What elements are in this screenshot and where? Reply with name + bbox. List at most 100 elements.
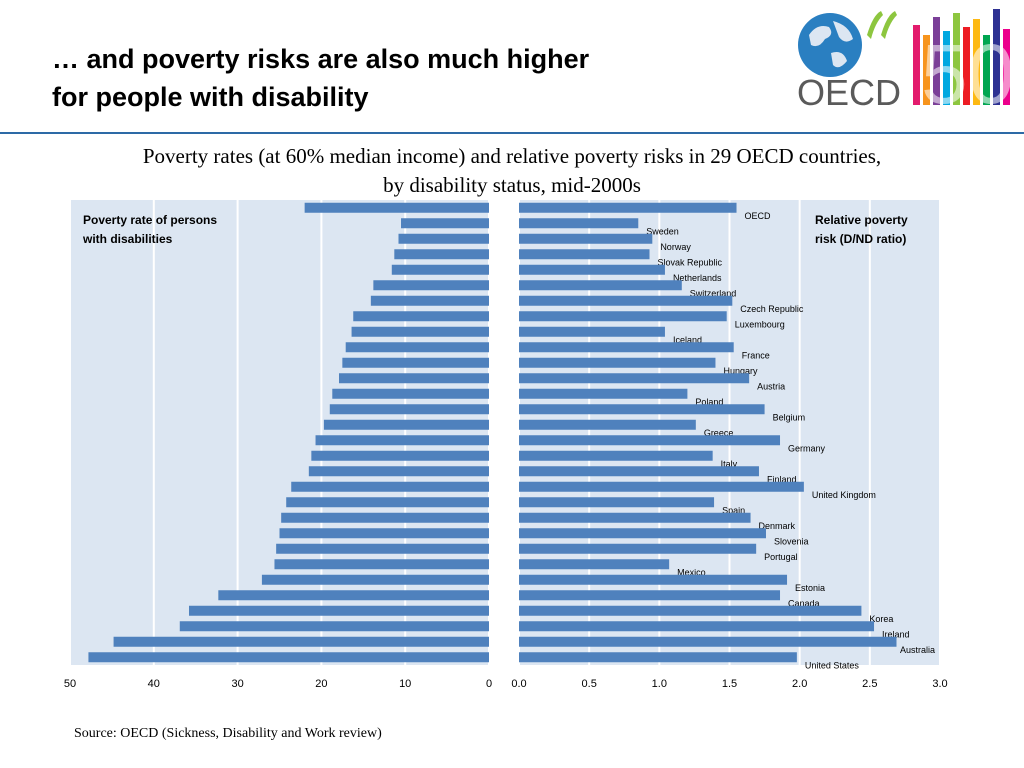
right-bar-slovenia: [519, 528, 766, 539]
right-bar-denmark: [519, 512, 751, 523]
country-label: Denmark: [759, 521, 796, 531]
right-bar-estonia: [519, 574, 788, 585]
right-panel-label-line2: risk (D/ND ratio): [815, 232, 906, 246]
left-bar-luxembourg: [353, 311, 489, 322]
slide-title: … and poverty risks are also much higher…: [52, 40, 752, 116]
country-label: Estonia: [795, 583, 825, 593]
left-bar-france: [345, 342, 489, 353]
oecd-50-logo: OECD 50: [797, 9, 1014, 115]
left-bar-iceland: [351, 326, 489, 337]
left-bar-slovenia: [279, 528, 489, 539]
left-bar-czech-republic: [370, 295, 489, 306]
right-x-tick-label: 0.5: [582, 678, 597, 690]
globe-icon: [798, 13, 862, 77]
left-x-tick-label: 30: [231, 678, 243, 690]
oecd-wordmark: OECD: [797, 72, 901, 113]
country-label: Finland: [767, 474, 797, 484]
country-label: Luxembourg: [735, 319, 785, 329]
right-bar-norway: [519, 233, 653, 244]
right-bar-belgium: [519, 404, 765, 415]
right-x-tick-label: 2.0: [792, 678, 807, 690]
left-bar-korea: [188, 605, 489, 616]
left-plot-area: [70, 200, 489, 665]
country-label: Netherlands: [673, 273, 722, 283]
right-x-tick-label: 3.0: [932, 678, 947, 690]
title-line-1: … and poverty risks are also much higher: [52, 44, 590, 74]
right-bar-netherlands: [519, 264, 665, 275]
chart-subtitle: Poverty rates (at 60% median income) and…: [40, 142, 984, 200]
left-bar-switzerland: [373, 280, 489, 291]
right-bar-italy: [519, 450, 713, 461]
left-panel-label-line2: with disabilities: [82, 232, 173, 246]
left-bar-greece: [323, 419, 489, 430]
right-bar-austria: [519, 373, 750, 384]
left-x-tick-label: 10: [399, 678, 411, 690]
country-label: Poland: [695, 397, 723, 407]
country-label: Switzerland: [690, 288, 737, 298]
country-label: Hungary: [723, 366, 758, 376]
right-bar-iceland: [519, 326, 665, 337]
right-panel-label-line1: Relative poverty: [815, 213, 908, 227]
right-bar-sweden: [519, 218, 639, 229]
left-bar-canada: [218, 590, 490, 601]
left-bar-denmark: [281, 512, 489, 523]
country-label: Mexico: [677, 567, 706, 577]
left-bar-belgium: [329, 404, 489, 415]
left-bar-australia: [113, 636, 490, 647]
country-label: France: [742, 350, 770, 360]
right-bar-ireland: [519, 621, 875, 632]
country-label: Slovak Republic: [658, 257, 723, 267]
country-label: Greece: [704, 428, 734, 438]
fifty-anniversary-mark: 50: [913, 9, 1014, 115]
right-x-tick-label: 0.0: [511, 678, 526, 690]
country-label: Belgium: [773, 412, 806, 422]
left-x-tick-label: 20: [315, 678, 327, 690]
country-label: Iceland: [673, 335, 702, 345]
left-bar-germany: [315, 435, 489, 446]
right-bar-france: [519, 342, 734, 353]
country-label: Portugal: [764, 552, 798, 562]
right-bar-slovak-republic: [519, 249, 650, 260]
country-label: Spain: [722, 505, 745, 515]
right-x-tick-label: 1.0: [652, 678, 667, 690]
left-bar-portugal: [276, 543, 489, 554]
right-bar-united-states: [519, 652, 797, 663]
country-label: Ireland: [882, 629, 910, 639]
right-x-tick-label: 2.5: [862, 678, 877, 690]
country-label: Germany: [788, 443, 826, 453]
right-bar-canada: [519, 590, 781, 601]
left-bar-sweden: [401, 218, 489, 229]
right-bar-united-kingdom: [519, 481, 804, 492]
country-label: Czech Republic: [740, 304, 804, 314]
left-bar-netherlands: [391, 264, 489, 275]
header-divider: [0, 132, 1024, 134]
right-bar-spain: [519, 497, 715, 508]
right-bar-finland: [519, 466, 759, 477]
fifty-number: 50: [921, 27, 1014, 115]
right-bar-portugal: [519, 543, 757, 554]
left-bar-mexico: [274, 559, 489, 570]
right-bar-greece: [519, 419, 696, 430]
left-bar-norway: [398, 233, 489, 244]
left-bar-poland: [332, 388, 489, 399]
source-note: Source: OECD (Sickness, Disability and W…: [74, 726, 382, 741]
right-bar-hungary: [519, 357, 716, 368]
left-bar-slovak-republic: [394, 249, 489, 260]
country-label: OECD: [745, 211, 772, 221]
left-bar-united-states: [88, 652, 489, 663]
country-label: United States: [805, 660, 860, 670]
country-label: Italy: [721, 459, 738, 469]
right-bar-switzerland: [519, 280, 682, 291]
left-bar-oecd: [304, 202, 489, 213]
country-label: Canada: [788, 598, 820, 608]
right-bar-luxembourg: [519, 311, 727, 322]
right-x-tick-label: 1.5: [722, 678, 737, 690]
title-line-2: for people with disability: [52, 82, 369, 112]
country-label: Australia: [900, 645, 935, 655]
left-x-tick-label: 50: [64, 678, 76, 690]
left-bar-estonia: [261, 574, 489, 585]
left-bar-finland: [308, 466, 489, 477]
right-bar-mexico: [519, 559, 670, 570]
country-label: Slovenia: [774, 536, 809, 546]
right-bar-korea: [519, 605, 862, 616]
